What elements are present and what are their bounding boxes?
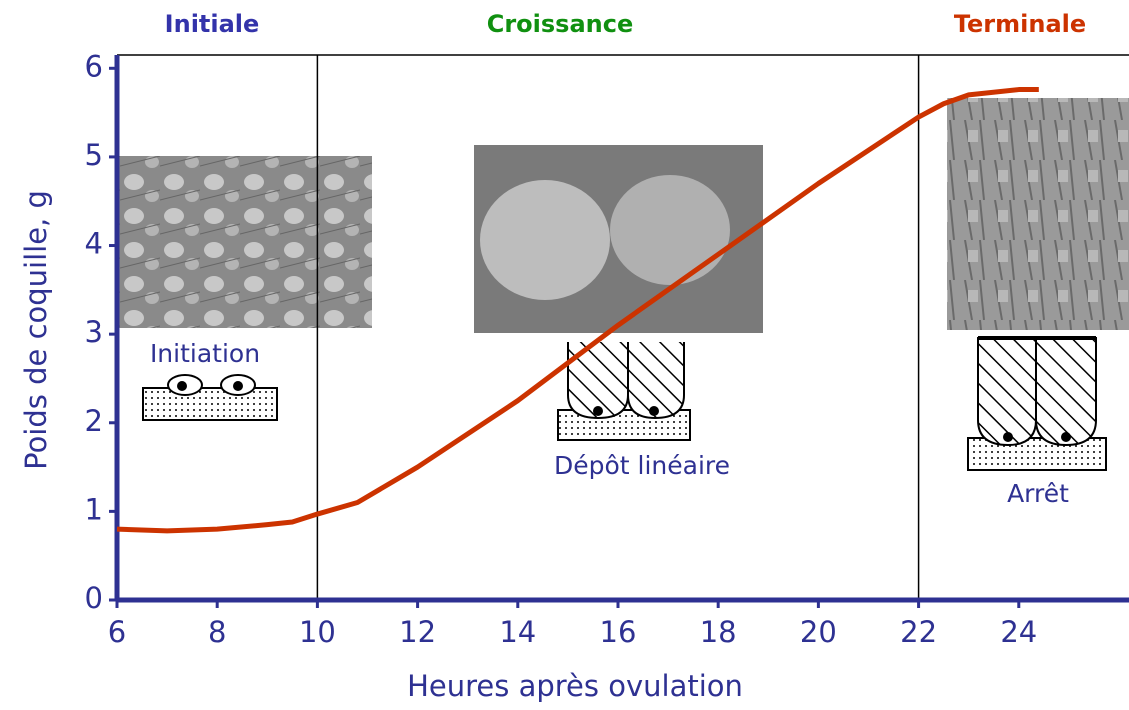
phase-label: Initiale <box>165 10 260 38</box>
x-tick-label: 14 <box>499 615 536 649</box>
x-tick-label: 20 <box>800 615 837 649</box>
diagram-growth <box>557 342 691 441</box>
x-tick-label: 16 <box>600 615 637 649</box>
y-tick-label: 4 <box>85 227 103 261</box>
y-tick-label: 6 <box>85 49 103 83</box>
x-tick-label: 10 <box>299 615 336 649</box>
annotation: Arrêt <box>1007 479 1069 508</box>
sem-image-detail <box>610 175 730 285</box>
x-tick-label: 22 <box>900 615 937 649</box>
y-axis-label: Poids de coquille, g <box>19 190 53 470</box>
y-tick-label: 5 <box>85 138 103 172</box>
y-tick-label: 1 <box>85 492 103 526</box>
sem-image <box>947 98 1129 330</box>
diagram-initiation <box>142 374 278 421</box>
y-tick-label: 0 <box>85 581 103 615</box>
sem-image <box>117 156 372 328</box>
x-tick-label: 8 <box>208 615 226 649</box>
curve <box>116 87 1039 534</box>
phase-label: Croissance <box>487 10 634 38</box>
x-tick-label: 12 <box>399 615 436 649</box>
x-axis-label: Heures après ovulation <box>407 669 743 703</box>
y-tick-label: 2 <box>85 404 103 438</box>
diagram-end <box>967 336 1107 471</box>
sem-image-detail <box>480 180 610 300</box>
x-tick-label: 6 <box>108 615 126 649</box>
x-tick-label: 24 <box>1000 615 1037 649</box>
phase-label: Terminale <box>954 10 1086 38</box>
y-tick-label: 3 <box>85 315 103 349</box>
x-tick-label: 18 <box>700 615 737 649</box>
annotation: Initiation <box>150 339 260 368</box>
annotation: Dépôt linéaire <box>554 451 730 480</box>
